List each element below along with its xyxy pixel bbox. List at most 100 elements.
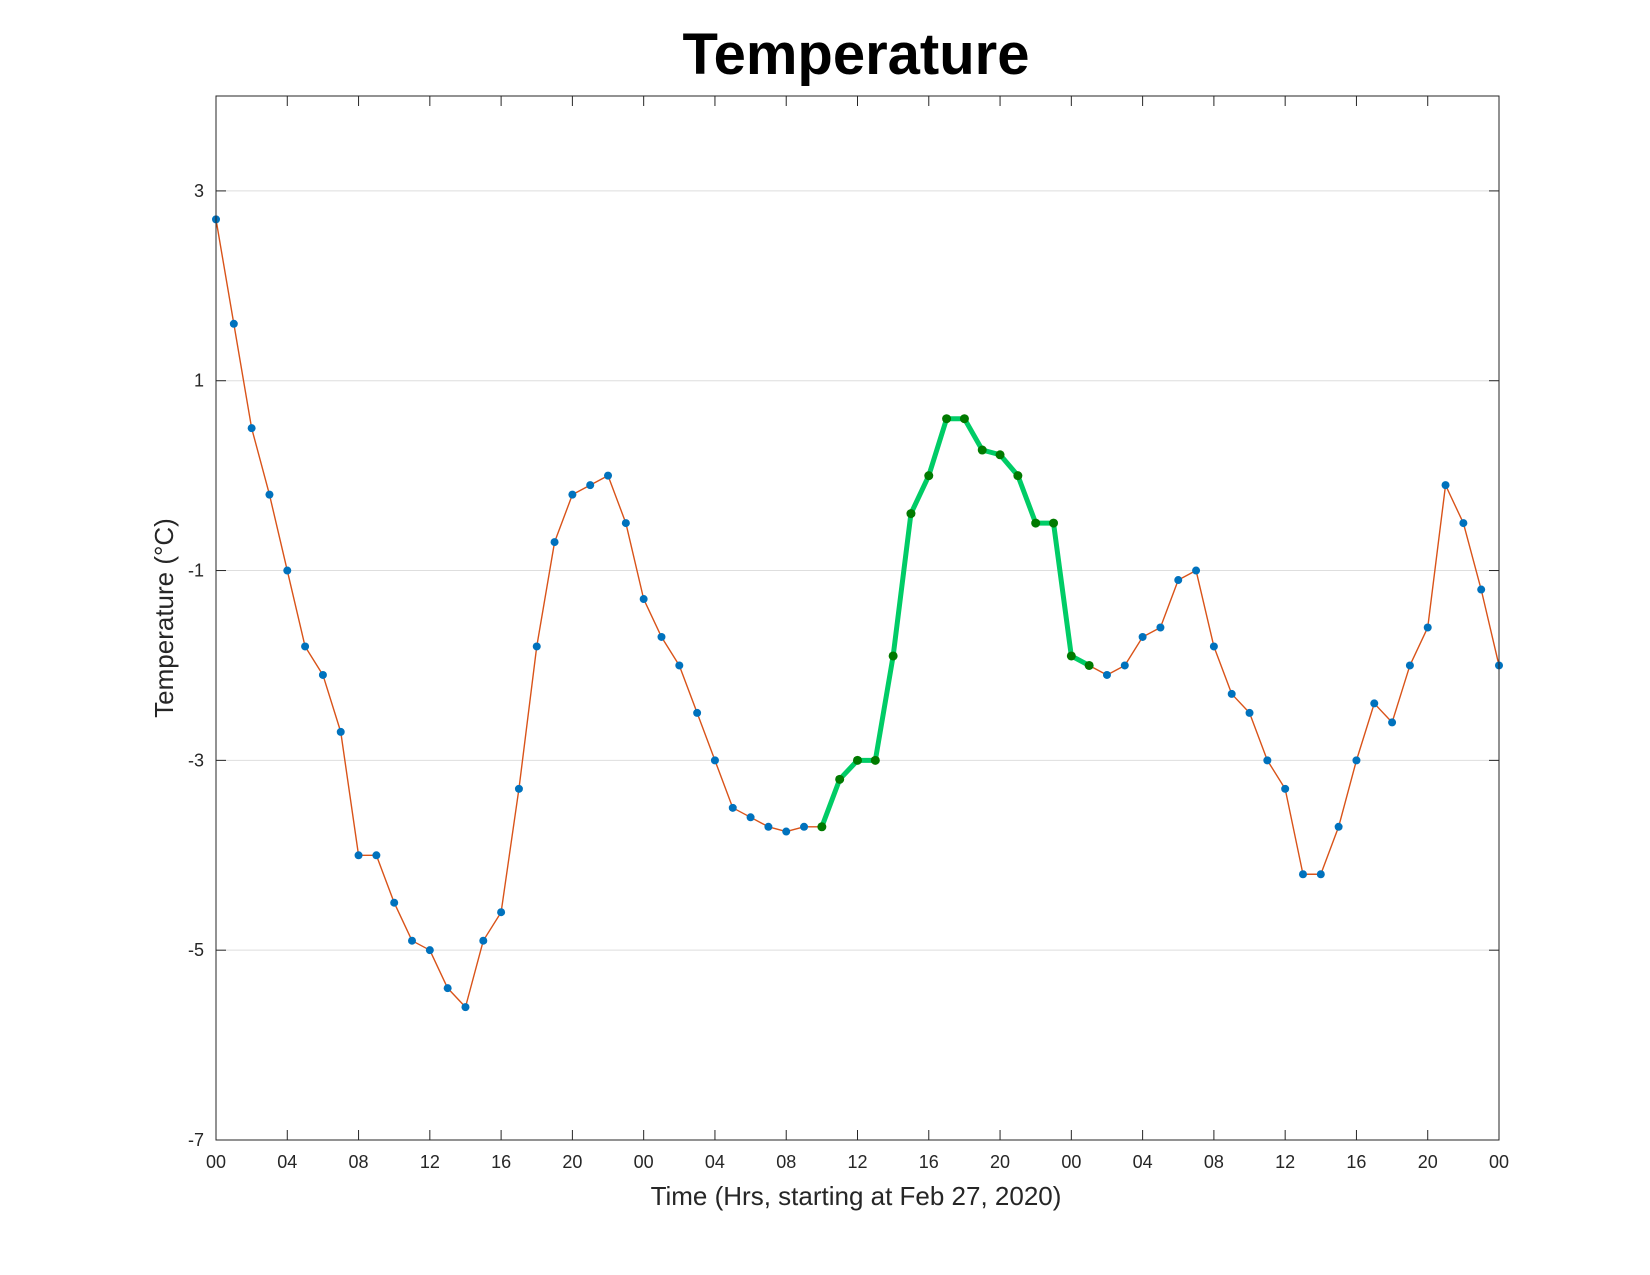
highlighted-data-point <box>1084 660 1094 670</box>
data-point <box>301 642 310 651</box>
data-point <box>479 936 488 945</box>
y-tick-label: 3 <box>194 181 204 201</box>
data-point <box>1388 718 1397 727</box>
data-point <box>1281 784 1290 793</box>
highlighted-data-point <box>1031 518 1041 528</box>
y-axis-label: Temperature (°C) <box>149 518 179 718</box>
data-point <box>1245 708 1254 717</box>
data-point <box>675 661 684 670</box>
plot-frame <box>215 95 1500 1141</box>
data-point <box>782 827 791 836</box>
highlighted-data-point <box>977 445 987 455</box>
highlighted-data-point <box>942 414 952 424</box>
data-point <box>604 471 613 480</box>
data-point <box>657 632 666 641</box>
data-point <box>390 898 399 907</box>
data-point <box>532 642 541 651</box>
x-tick-label: 16 <box>1346 1152 1366 1172</box>
data-point <box>550 538 559 547</box>
highlighted-data-point <box>1049 518 1059 528</box>
data-point <box>1316 870 1325 879</box>
data-point <box>408 936 417 945</box>
data-point <box>336 727 345 736</box>
data-point <box>265 490 274 499</box>
y-tick-label: -3 <box>188 750 204 770</box>
x-tick-label: 12 <box>1275 1152 1295 1172</box>
y-tick-label: -5 <box>188 940 204 960</box>
data-point <box>372 851 381 860</box>
data-point <box>1298 870 1307 879</box>
data-point <box>746 813 755 822</box>
data-point <box>621 519 630 528</box>
data-point <box>1459 519 1468 528</box>
highlighted-data-point <box>995 450 1005 460</box>
highlighted-data-point <box>924 471 934 481</box>
data-point <box>514 784 523 793</box>
x-tick-label: 16 <box>919 1152 939 1172</box>
data-point <box>1156 623 1165 632</box>
x-tick-label: 12 <box>847 1152 867 1172</box>
highlighted-data-point <box>1066 651 1076 661</box>
y-tick-label: -1 <box>188 561 204 581</box>
data-point <box>1227 689 1236 698</box>
marker-layer <box>212 215 1503 1012</box>
x-tick-label: 00 <box>1061 1152 1081 1172</box>
data-point <box>1405 661 1414 670</box>
series-layer <box>215 219 1500 1008</box>
highlighted-data-point <box>853 755 862 765</box>
data-point <box>1192 566 1201 575</box>
highlight-layer <box>819 416 1091 828</box>
x-tick-label: 16 <box>491 1152 511 1172</box>
data-point <box>568 490 577 499</box>
data-point <box>1370 699 1379 708</box>
highlighted-data-point <box>959 414 969 424</box>
data-point <box>1120 661 1129 670</box>
highlighted-data-point <box>888 651 898 661</box>
x-tick-label: 12 <box>420 1152 440 1172</box>
x-tick-label: 04 <box>277 1152 297 1172</box>
x-tick-label: 08 <box>776 1152 796 1172</box>
data-point <box>1423 623 1432 632</box>
highlighted-series-line <box>819 416 1091 828</box>
data-point <box>1441 481 1450 490</box>
data-point <box>586 481 595 490</box>
data-point <box>1174 576 1183 585</box>
data-point <box>497 908 506 917</box>
x-tick-label: 08 <box>349 1152 369 1172</box>
highlighted-data-point <box>870 755 880 765</box>
data-point <box>728 803 737 812</box>
x-tick-label: 00 <box>1489 1152 1509 1172</box>
data-point <box>318 670 327 679</box>
highlighted-data-point <box>817 822 827 832</box>
chart-title: Temperature <box>682 22 1029 87</box>
x-tick-label: 08 <box>1204 1152 1224 1172</box>
y-tick-label: 1 <box>194 371 204 391</box>
data-point <box>1138 632 1147 641</box>
temperature-series-line <box>215 219 1500 1008</box>
data-point <box>639 595 648 604</box>
data-point <box>354 851 363 860</box>
data-point <box>425 946 434 955</box>
tick-layer: -7 -5 -3 -1 1 3 00 04 08 12 16 20 00 04 08 12 16 20 00 04 08… <box>188 96 1509 1172</box>
data-point <box>283 566 292 575</box>
data-point <box>800 822 809 831</box>
x-tick-label: 04 <box>1133 1152 1153 1172</box>
data-point <box>229 319 238 328</box>
data-point <box>693 708 702 717</box>
grid-lines <box>216 190 1499 1141</box>
data-point <box>1352 756 1361 765</box>
highlighted-data-point <box>906 509 916 519</box>
x-tick-label: 04 <box>705 1152 725 1172</box>
data-point <box>443 984 452 993</box>
data-point <box>247 424 256 433</box>
y-tick-label: -7 <box>188 1130 204 1150</box>
data-point <box>764 822 773 831</box>
x-tick-label: 20 <box>1418 1152 1438 1172</box>
highlighted-data-point <box>1013 471 1023 481</box>
x-axis-label: Time (Hrs, starting at Feb 27, 2020) <box>651 1181 1062 1211</box>
x-tick-label: 00 <box>206 1152 226 1172</box>
data-point <box>1102 670 1111 679</box>
data-point <box>1477 585 1486 594</box>
highlighted-data-point <box>835 774 845 784</box>
x-tick-label: 20 <box>562 1152 582 1172</box>
